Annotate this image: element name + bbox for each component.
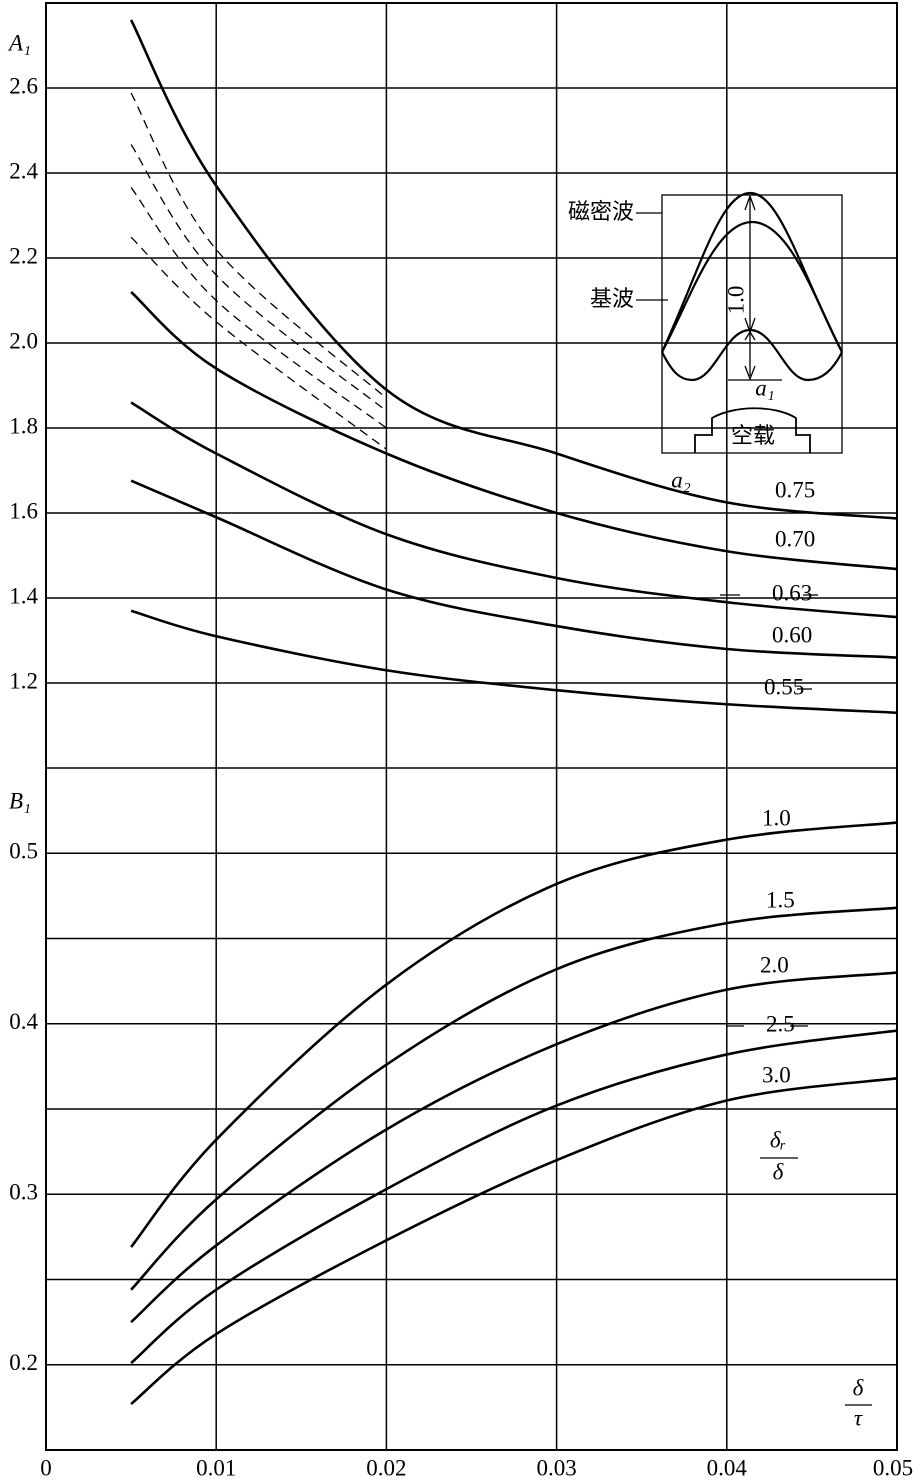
x-tick-label: 0 <box>40 1455 52 1480</box>
x-tick-label: 0.02 <box>366 1455 406 1480</box>
line <box>130 971 898 1324</box>
x-tick-label: 0.04 <box>707 1455 748 1480</box>
y-tick-label: 2.6 <box>9 73 38 98</box>
curve-parameter-label: δ <box>773 1159 784 1184</box>
line <box>130 144 387 412</box>
y-axis-label: B₁ <box>9 788 31 813</box>
y-tick-label: 2.0 <box>9 328 38 353</box>
curve-parameter-label: δᵣ <box>770 1127 786 1152</box>
y-tick-label: 1.8 <box>9 413 38 438</box>
peak-curve <box>661 191 843 353</box>
line <box>130 1029 898 1365</box>
line <box>130 906 898 1291</box>
arrow-heads <box>744 194 756 381</box>
series-label: 0.75 <box>775 477 815 502</box>
inset-label: 基波 <box>590 287 634 312</box>
line <box>130 92 387 399</box>
x-axis-label: δ <box>853 1375 864 1400</box>
y-tick-label: 1.6 <box>9 498 38 523</box>
series-label: 0.70 <box>775 526 815 551</box>
y-tick-label: 0.2 <box>9 1350 38 1375</box>
series-label: 2.0 <box>760 952 789 977</box>
inset-label: a₁ <box>755 375 775 400</box>
y-tick-label: 2.4 <box>9 158 38 183</box>
series-label: 0.55 <box>764 674 804 699</box>
series-label: 0.63 <box>772 580 812 605</box>
x-tick-label: 0.05 <box>873 1455 913 1480</box>
x-axis-label: τ <box>854 1405 863 1430</box>
series-label: 1.5 <box>766 887 795 912</box>
series-label: 0.60 <box>772 622 812 647</box>
curve-parameter-label: a₂ <box>671 467 691 492</box>
line <box>130 1077 898 1405</box>
line <box>130 821 898 1248</box>
x-tick-label: 0.01 <box>196 1455 236 1480</box>
y-tick-label: 0.5 <box>9 839 38 864</box>
inset-frame <box>661 194 843 454</box>
line <box>130 236 387 450</box>
pole-shape <box>694 407 811 453</box>
series-label: 1.0 <box>762 805 791 830</box>
frame <box>45 2 898 1451</box>
inset <box>636 191 843 454</box>
y-tick-label: 1.2 <box>9 668 38 693</box>
y-tick-label: 1.4 <box>9 583 38 608</box>
y-tick-label: 2.2 <box>9 243 38 268</box>
y-tick-label: 0.3 <box>9 1180 38 1205</box>
series-label: 3.0 <box>762 1062 791 1087</box>
y-axis-label: A₁ <box>7 30 31 55</box>
series-label: 2.5 <box>766 1011 795 1036</box>
inset-label: 磁密波 <box>568 200 634 225</box>
line <box>130 187 387 429</box>
y-tick-label: 0.4 <box>9 1009 38 1034</box>
x-tick-label: 0.03 <box>536 1455 576 1480</box>
line <box>129 19 898 520</box>
